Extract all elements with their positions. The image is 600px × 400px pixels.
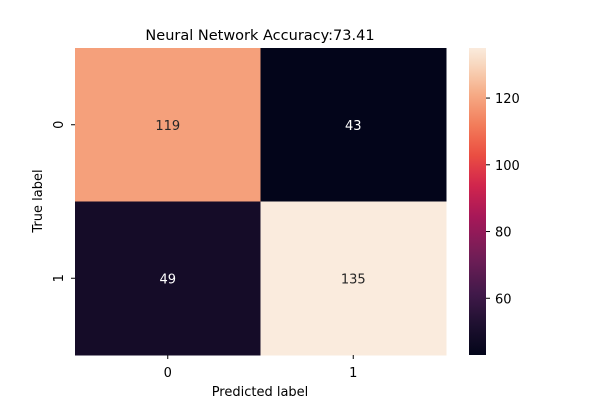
heatmap-cell-1-1 [260, 201, 447, 356]
colorbar-tick-label: 120 [495, 92, 520, 107]
colorbar-gradient [469, 48, 486, 355]
cell-annotation-1-1: 135 [341, 272, 366, 287]
chart-title: Neural Network Accuracy:73.41 [145, 28, 374, 44]
colorbar-tick-label: 80 [495, 226, 512, 241]
heatmap-annotations: 119 43 49 135 [155, 119, 365, 288]
cell-annotation-0-0: 119 [155, 119, 180, 134]
y-axis: 01 [52, 121, 75, 282]
heatmap-cell-0-1 [260, 48, 447, 202]
y-tick-label: 1 [52, 274, 67, 282]
heatmap-cells [75, 48, 447, 356]
colorbar-tick-label: 60 [495, 292, 512, 307]
cell-annotation-1-0: 49 [159, 272, 176, 287]
cell-annotation-0-1: 43 [345, 119, 362, 134]
x-tick-label: 0 [164, 366, 172, 381]
heatmap-cell-0-0 [75, 48, 261, 202]
x-axis-label: Predicted label [212, 385, 309, 400]
colorbar: 60 80 100 120 [469, 48, 520, 355]
x-tick-label: 1 [349, 366, 357, 381]
y-tick-label: 0 [52, 121, 67, 129]
colorbar-tick-label: 100 [495, 159, 520, 174]
heatmap-cell-1-0 [75, 201, 261, 356]
y-axis-label: True label [31, 169, 46, 233]
